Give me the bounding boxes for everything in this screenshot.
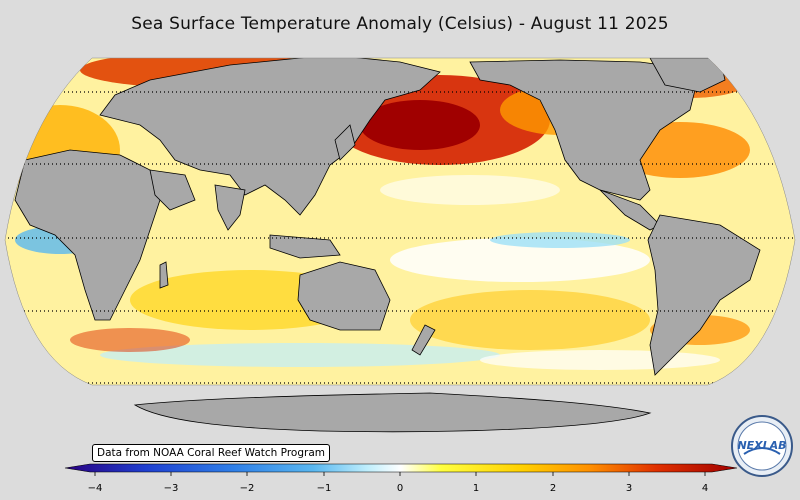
south-america-landmass: [647, 214, 761, 376]
colorbar-tick-label: 2: [549, 483, 557, 494]
eurasia-landmass: [99, 58, 441, 216]
globe-outline: [4, 57, 796, 386]
map-title: Sea Surface Temperature Anomaly (Celsius…: [131, 14, 669, 34]
land-masses: [14, 58, 761, 376]
data-source-note: Data from NOAA Coral Reef Watch Program: [92, 444, 330, 462]
colorbar: [64, 463, 738, 476]
arabia-landmass: [149, 169, 196, 211]
latitude-gridlines: [5, 91, 795, 384]
japan-landmass: [334, 124, 356, 161]
colorbar-tick-label: −4: [87, 483, 103, 494]
colorbar-tick-label: 0: [396, 483, 404, 494]
greenland-landmass: [649, 58, 726, 93]
madagascar-landmass: [159, 261, 169, 289]
indonesia-landmass: [269, 234, 341, 259]
colorbar-tick-label: 3: [625, 483, 633, 494]
svg-text:NEXLAB: NEXLAB: [737, 439, 786, 452]
colorbar-tick-label: 4: [701, 483, 709, 494]
antarctica-shelf: [133, 392, 652, 433]
colorbar-tick-label: −3: [163, 483, 179, 494]
nexlab-logo: NEXLAB: [731, 415, 793, 477]
africa-landmass: [14, 149, 161, 321]
colorbar-tick-label: 1: [472, 483, 480, 494]
australia-landmass: [297, 261, 391, 331]
india-landmass: [214, 184, 246, 231]
colorbar-labels: −4 −3 −2 −1 0 1 2 3 4: [0, 458, 800, 500]
colorbar-gradient: [64, 463, 738, 473]
new-zealand-landmass: [411, 324, 436, 356]
colorbar-tick-label: −1: [316, 483, 332, 494]
colorbar-tick-label: −2: [239, 483, 255, 494]
